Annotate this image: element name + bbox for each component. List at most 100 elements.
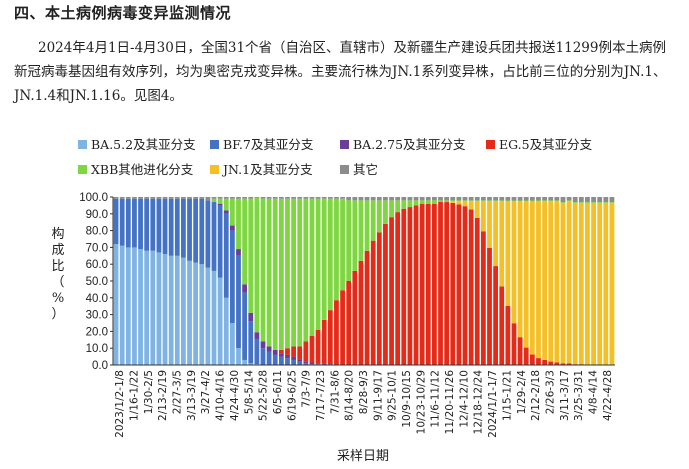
bar-segment-other: [132, 197, 137, 199]
bar-segment-other: [162, 197, 168, 199]
bar-segment-bf-7: [211, 202, 217, 271]
x-tick-label: 9/25-10/1: [387, 370, 399, 421]
bar-segment-jn-1: [529, 201, 535, 355]
bar-segment-xbb: [413, 200, 419, 206]
bar-segment-other: [413, 197, 419, 201]
bar-segment-jn-1: [548, 201, 554, 362]
bar-segment-xbb: [334, 198, 339, 301]
bar-segment-other: [297, 197, 303, 199]
legend-swatch-ba-5-2: [78, 140, 87, 149]
bar-segment-xbb: [523, 200, 529, 202]
section-heading: 四、本土病例病毒变异监测情况: [14, 4, 232, 22]
bar-segment-other: [340, 197, 345, 199]
bar-segment-eg-5: [340, 290, 345, 365]
bar-segment-bf-7: [266, 351, 272, 365]
bar-segment-xbb: [211, 198, 217, 203]
bar-segment-xbb: [438, 200, 443, 203]
bar-segment-xbb: [303, 198, 309, 342]
bar-segment-jn-1: [505, 201, 511, 306]
bar-segment-jn-1: [536, 201, 541, 359]
bar-segment-eg-5: [542, 359, 547, 365]
x-tick-label: 5/22-5/28: [258, 370, 270, 421]
bar-segment-bf-7: [248, 321, 254, 364]
bar-segment-other: [229, 197, 235, 199]
bar-segment-other: [444, 197, 450, 201]
y-tick-label: 10.0: [86, 343, 108, 355]
bar-segment-eg-5: [505, 305, 511, 365]
bar-segment-jn-1: [456, 201, 462, 205]
bar-segment-ba-5-2: [119, 245, 125, 365]
x-tick-label: 10/23-10/29: [415, 370, 427, 434]
bar-segment-xbb: [487, 200, 492, 202]
bar-segment-ba-5-2: [150, 250, 156, 365]
bar-segment-eg-5: [523, 347, 529, 365]
bar-segment-other: [468, 197, 474, 201]
bar-segment-bf-7: [187, 198, 192, 261]
bar-segment-xbb: [285, 198, 290, 349]
bar-segment-xbb: [493, 200, 499, 202]
bar-segment-eg-5: [383, 223, 388, 365]
bar-segment-xbb: [609, 202, 615, 203]
bar-segment-other: [211, 197, 217, 199]
bar-segment-jn-1: [487, 201, 492, 248]
bar-segment-bf-7: [303, 363, 309, 365]
bar-segment-bf-7: [119, 198, 125, 246]
bar-segment-ba-5-2: [181, 257, 186, 365]
bar-segment-other: [187, 197, 192, 199]
y-tick-label: 40.0: [86, 293, 108, 305]
bar-segment-jn-1: [462, 201, 468, 207]
bar-segment-bf-7: [291, 359, 296, 365]
bar-segment-xbb: [585, 202, 590, 203]
bar-segment-other: [303, 197, 309, 199]
bar-segment-bf-7: [205, 200, 211, 268]
bar-segment-xbb: [529, 200, 535, 202]
bar-segment-other: [536, 197, 541, 201]
bar-segment-eg-5: [285, 348, 290, 355]
bar-segment-eg-5: [321, 319, 327, 364]
bar-segment-ba-5-2: [144, 250, 150, 365]
x-tick-label: 1/16-1/22: [129, 370, 141, 421]
bar-segment-eg-5: [395, 212, 401, 365]
bar-segment-other: [242, 197, 248, 199]
bar-segment-ba-5-2: [113, 244, 119, 365]
bar-segment-jn-1: [542, 201, 547, 360]
legend-label-bf-7: BF.7及其亚分支: [223, 137, 314, 152]
bar-segment-ba-2-75: [309, 362, 315, 365]
x-tick-label: 4/24-4/30: [229, 370, 241, 421]
bar-segment-xbb: [340, 198, 345, 291]
bar-segment-ba-2-75: [327, 364, 333, 365]
x-tick-label: 8/14-8/20: [344, 370, 356, 421]
x-tick-label: 3/11-3/17: [559, 370, 571, 421]
bar-segment-xbb: [370, 200, 376, 241]
bar-segment-xbb: [242, 198, 248, 285]
x-axis-title: 采样日期: [337, 449, 389, 464]
bar-segment-eg-5: [358, 260, 364, 365]
bar-segment-eg-5: [517, 337, 523, 365]
bar-segment-xbb: [395, 200, 401, 213]
bar-segment-other: [566, 197, 572, 201]
bar-segment-ba-5-2: [205, 267, 211, 365]
bar-segment-eg-5: [364, 250, 370, 365]
bar-segment-ba-5-2: [132, 247, 137, 365]
x-tick-label: 4/22-4/28: [602, 370, 614, 421]
bar-segment-xbb: [419, 200, 425, 204]
bar-segment-xbb: [432, 200, 437, 204]
bar-segment-other: [364, 197, 370, 201]
x-tick-label: 7/31-8/6: [329, 370, 341, 415]
bar-segment-other: [217, 197, 223, 199]
bar-segment-other: [432, 197, 437, 201]
bar-segment-ba-5-2: [168, 255, 174, 365]
bar-segment-other: [174, 197, 180, 199]
bar-segment-other: [370, 197, 376, 201]
bar-segment-eg-5: [425, 203, 431, 365]
bar-segment-other: [193, 197, 199, 199]
x-tick-label: 1/30-2/5: [143, 370, 155, 414]
bar-segment-other: [560, 197, 566, 203]
bar-segment-other: [327, 197, 333, 199]
bar-segment-other: [321, 197, 327, 199]
x-tick-label: 2/12-2/18: [530, 370, 542, 421]
bar-segment-xbb: [364, 200, 370, 251]
bar-segment-eg-5: [297, 346, 303, 360]
x-tick-label: 6/19-6/25: [286, 370, 298, 421]
bar-segment-ba-2-75: [248, 312, 254, 322]
